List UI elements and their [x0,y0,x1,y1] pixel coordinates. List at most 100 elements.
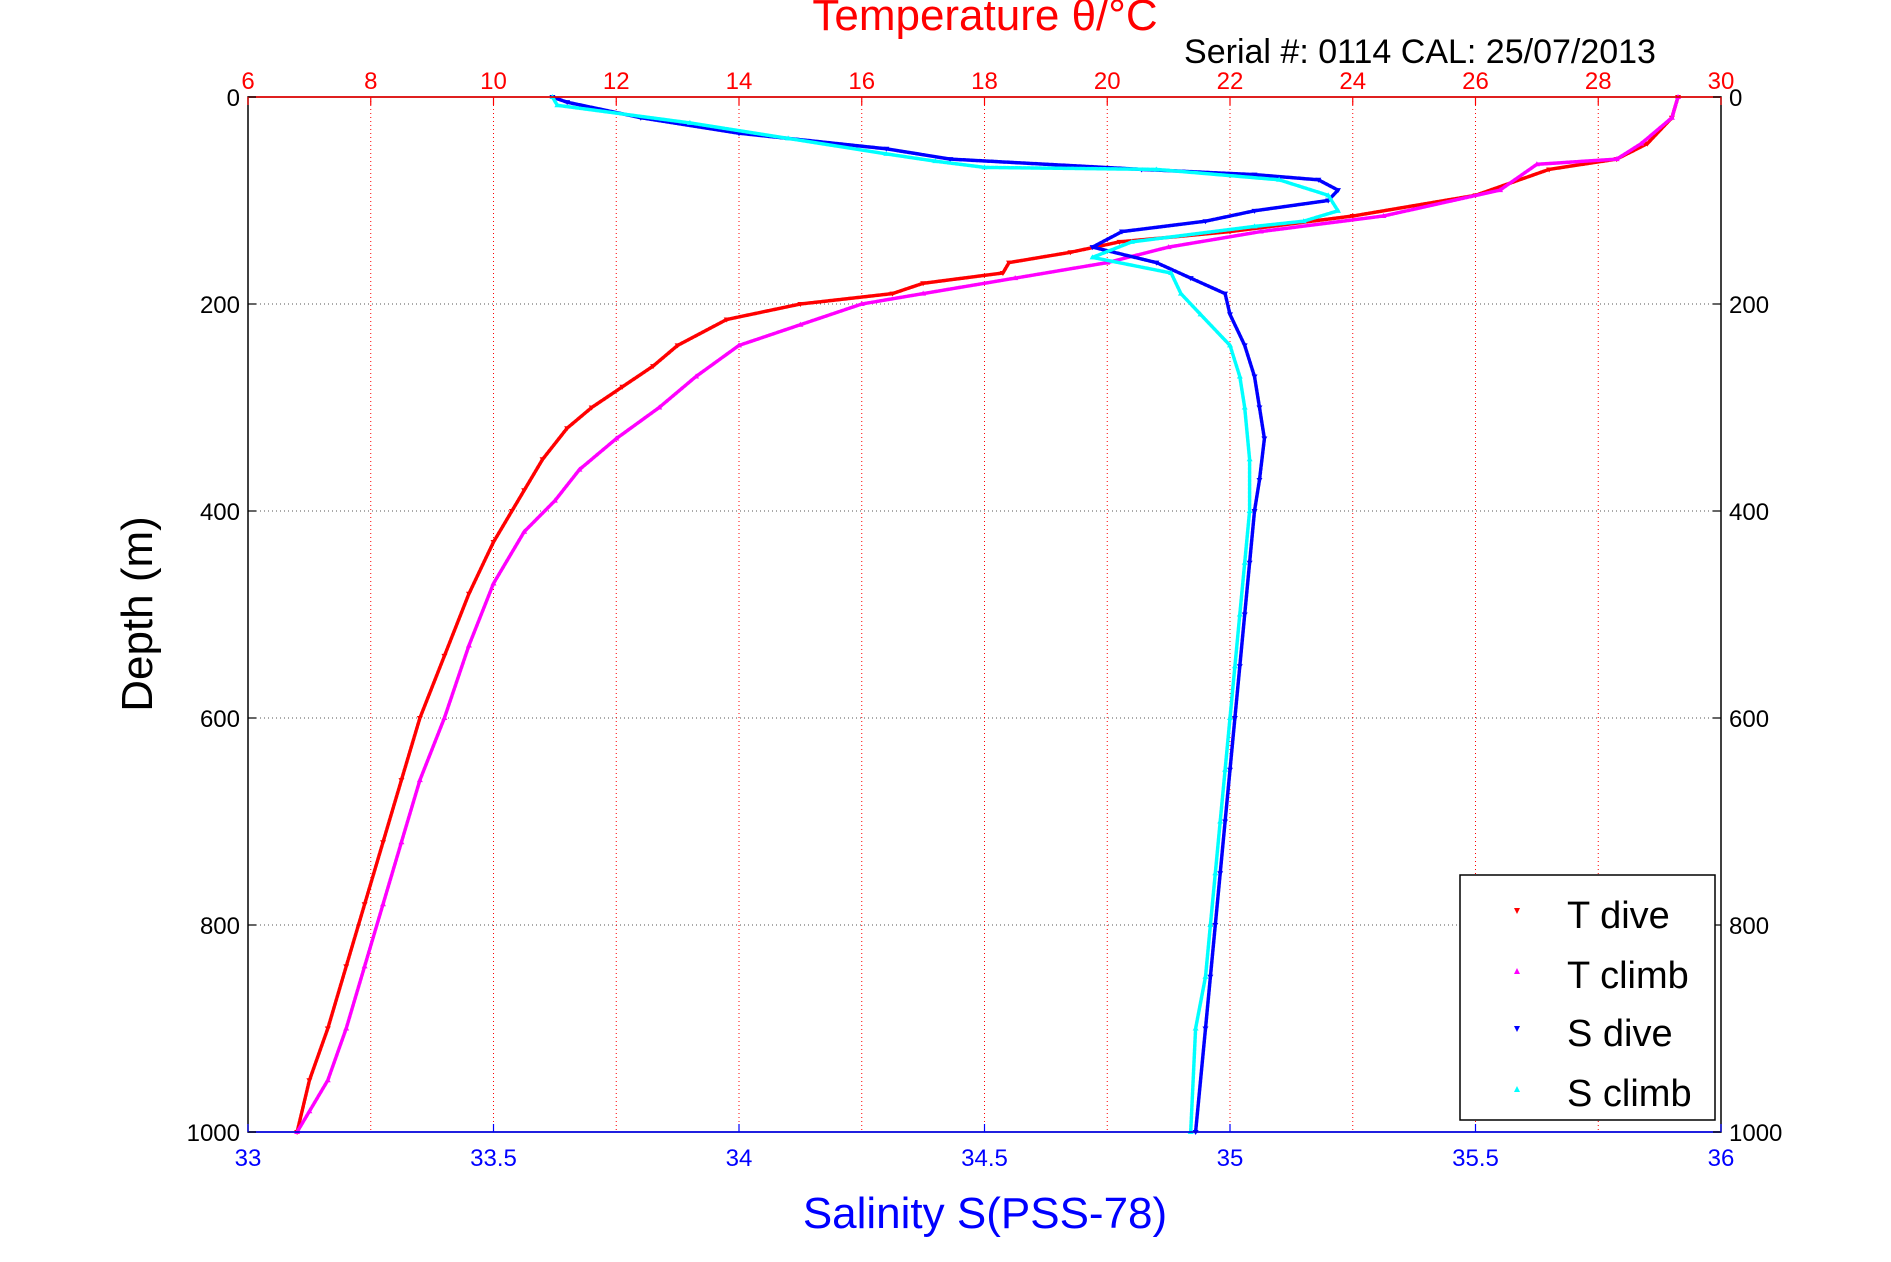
point-s-dive [1231,716,1238,721]
point-s-dive [1227,767,1233,773]
point-t-dive [361,902,368,908]
point-t-climb [920,290,927,296]
point-s-dive [564,100,571,106]
point-t-dive [306,1078,313,1084]
point-t-dive [490,540,497,546]
point-t-dive [508,509,515,514]
point-t-climb [1533,161,1540,167]
x-axis-label: Salinity S(PSS-78) [803,1189,1167,1238]
point-t-climb [613,435,620,441]
point-t-dive [441,653,448,659]
chart-title: Temperature θ/°C [812,0,1157,40]
point-s-climb [554,102,561,108]
point-t-climb [1257,228,1264,234]
point-s-climb [1300,218,1307,224]
point-s-climb [1192,1025,1199,1031]
point-t-climb [306,1108,313,1114]
point-s-dive [1222,819,1229,825]
point-s-dive [883,146,890,152]
point-s-climb [1251,223,1258,229]
y-axis-label: Depth (m) [113,516,162,712]
point-s-dive [1246,560,1253,566]
point-t-dive [588,405,595,411]
point-t-dive [539,457,546,463]
point-s-climb [1197,311,1204,317]
point-s-climb [1212,870,1219,876]
point-t-dive [465,591,472,597]
tick-label-depth-left: 1000 [187,1120,240,1147]
point-t-dive [889,291,896,297]
tick-label-salinity: 33.5 [470,1145,517,1172]
point-t-dive [619,384,626,390]
point-t-climb [324,1077,331,1083]
point-t-dive [521,488,528,494]
point-s-climb [1236,373,1243,379]
point-t-climb [398,839,405,845]
legend-marker-s-climb [1514,1086,1520,1092]
tick-label-temperature: 28 [1585,68,1612,95]
point-s-climb [785,135,792,141]
legend-marker-t-climb [1514,968,1520,974]
point-s-climb [1153,166,1160,172]
grid [248,97,1721,1132]
point-t-dive [564,426,571,432]
point-s-dive [1256,477,1263,483]
point-t-dive [398,778,405,784]
point-s-dive [1261,436,1268,442]
tick-label-temperature: 6 [241,68,254,95]
tick-label-temperature: 8 [364,68,377,95]
point-t-climb [797,321,804,327]
point-s-climb [1222,766,1229,772]
point-t-dive [1546,167,1553,173]
axis-ticks: 0 0 200 200 400 400 600 600 800 800 1000 1000 6 8 10 12… [187,68,1783,1172]
point-s-dive [947,157,954,163]
point-t-dive [380,840,387,846]
point-s-climb [1089,254,1096,260]
point-s-climb [1227,342,1233,348]
point-t-dive [416,716,423,721]
data-series [294,94,1682,1135]
point-s-dive [1241,343,1248,349]
legend-label-s-dive: S dive [1567,1013,1673,1055]
point-s-climb [1227,715,1233,720]
tick-label-temperature: 12 [603,68,630,95]
point-s-climb [1241,404,1248,410]
point-s-climb [932,158,939,164]
point-s-climb [1207,922,1214,927]
legend: T dive T climb S dive S climb [1459,874,1716,1121]
point-t-climb [551,497,558,503]
point-t-climb [1613,156,1620,162]
point-t-climb [1165,244,1172,250]
point-s-climb [1335,207,1342,213]
point-s-climb [1231,663,1238,669]
point-t-dive [920,281,927,287]
point-s-dive [1217,871,1224,877]
point-t-dive [1644,141,1651,147]
tick-label-temperature: 18 [971,68,998,95]
point-t-climb [490,580,497,586]
point-s-dive [1315,177,1322,183]
point-t-climb [1380,213,1387,219]
point-s-dive [1227,312,1233,318]
point-t-climb [343,1025,350,1031]
tick-label-depth-left: 800 [200,913,240,940]
point-t-dive [343,964,350,970]
point-s-dive [1241,612,1248,618]
point-s-dive [1335,188,1342,194]
point-t-climb [1012,275,1019,281]
point-s-climb [883,150,890,156]
point-t-dive [324,1026,331,1032]
point-s-climb [1246,508,1253,513]
point-t-climb [576,466,583,472]
tick-label-depth-left: 600 [200,706,240,733]
point-t-climb [693,373,700,379]
point-s-climb [1325,192,1332,198]
tick-label-depth-right: 200 [1729,292,1769,319]
series-trace-s-climb [550,95,1340,1134]
point-s-dive [1089,245,1096,251]
point-t-climb [521,528,528,534]
point-s-dive [1251,374,1258,380]
point-s-dive [1251,172,1258,178]
point-s-climb [1177,290,1184,296]
point-t-dive [674,343,681,349]
